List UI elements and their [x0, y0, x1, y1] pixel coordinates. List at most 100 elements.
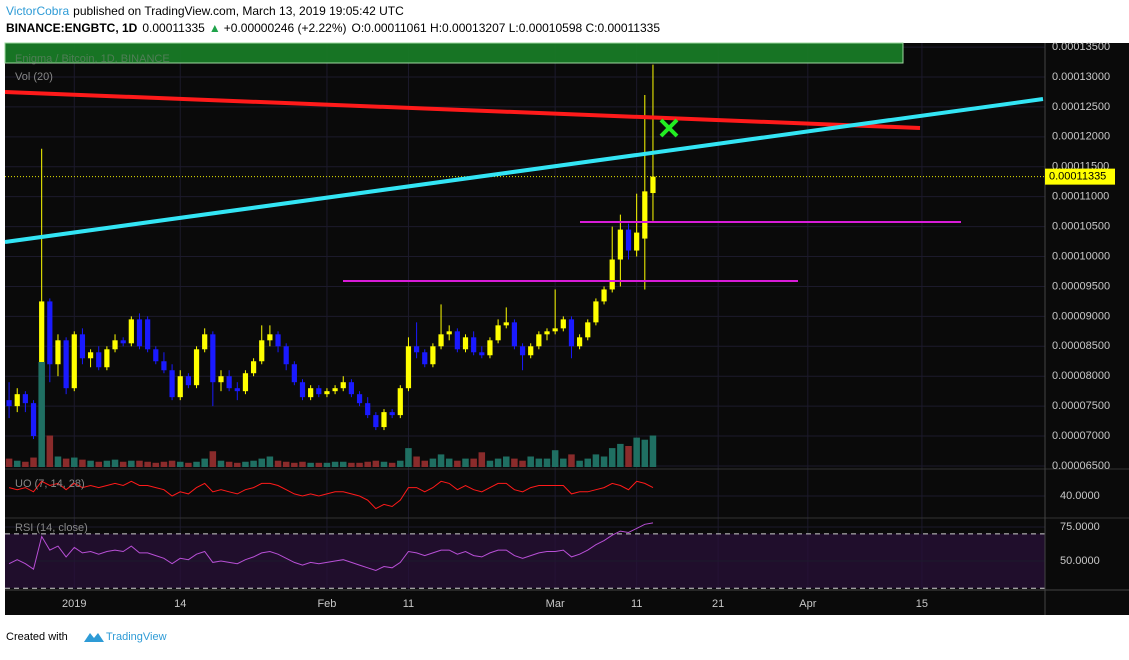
last: 0.00011335 [142, 21, 205, 35]
volume-bar [128, 460, 135, 467]
volume-bar [62, 458, 70, 467]
volume-bar [95, 461, 102, 467]
volume-bar [641, 439, 649, 467]
volume-bar [209, 451, 217, 467]
candle-body [275, 334, 281, 347]
footer-created: Created with [6, 631, 68, 643]
volume-bar [119, 461, 127, 467]
candle-body [356, 394, 363, 404]
candle-body [63, 340, 69, 389]
candle-body [430, 346, 436, 365]
volume-bar [176, 461, 184, 467]
candle-body [454, 331, 460, 350]
candle-body [79, 334, 86, 359]
volume-bar [22, 461, 29, 467]
pane-title: Vol (20) [15, 71, 53, 83]
candle-body [112, 340, 118, 350]
candle-body [503, 322, 509, 326]
x-tick-label: 15 [916, 598, 928, 610]
volume-bar [242, 461, 249, 467]
candle-body [71, 334, 77, 389]
volume-bar [470, 458, 477, 467]
pane-title: UO (7, 14, 28) [15, 478, 85, 490]
candle-body [283, 346, 289, 365]
volume-bar [5, 458, 13, 467]
volume-bar [568, 454, 575, 467]
change: +0.00000246 (+2.22%) [224, 21, 347, 35]
candle-body [617, 229, 623, 260]
volume-bar [152, 462, 160, 467]
candle-body [511, 322, 518, 347]
candle-body [6, 400, 12, 407]
author[interactable]: VictorCobra [6, 4, 69, 18]
candle-body [22, 394, 28, 404]
y-tick-label: 0.00007500 [1052, 400, 1110, 412]
footer-brand[interactable]: TradingView [106, 631, 167, 643]
volume-bar [356, 462, 363, 467]
pane-title: Enigma / Bitcoin, 1D, BINANCE [15, 53, 170, 65]
volume-bar [185, 462, 192, 467]
volume-bar [633, 437, 640, 467]
candle-body [405, 346, 412, 389]
candle-body [177, 376, 183, 398]
volume-bar [291, 462, 298, 467]
volume-bar [413, 456, 420, 467]
candle-body [438, 334, 444, 347]
volume-bar [234, 462, 241, 467]
volume-bar [478, 452, 486, 467]
volume-bar [494, 458, 502, 467]
volume-bar [462, 458, 469, 467]
volume-bar [307, 462, 314, 467]
y-tick-label: 0.00010000 [1052, 250, 1110, 262]
volume-bar [543, 458, 551, 467]
candle-body [381, 412, 387, 428]
candle-body [422, 352, 428, 365]
red-trendline [4, 90, 921, 130]
volume-bar [282, 461, 290, 467]
volume-bar [535, 458, 543, 467]
candle-body [161, 361, 167, 371]
candle-body [413, 346, 420, 353]
candle-body [585, 322, 591, 338]
candle-body [479, 352, 485, 356]
y-tick-label: 0.00008500 [1052, 340, 1110, 352]
up-arrow: ▲ [209, 21, 221, 35]
y-tick-label: 0.00011000 [1052, 191, 1109, 203]
volume-bar [201, 458, 208, 467]
volume-bar [502, 456, 510, 467]
x-tick-label: 11 [631, 598, 642, 610]
candle-body [30, 403, 37, 437]
volume-bar [315, 462, 323, 467]
candle-body [316, 388, 322, 395]
y-tick-label: 0.00013500 [1052, 41, 1110, 53]
candle-body [348, 382, 355, 395]
candle-body [153, 349, 159, 362]
candle-body [299, 382, 306, 398]
candle-body [210, 334, 216, 383]
volume-bar [608, 448, 616, 467]
candle-body [634, 232, 640, 251]
candle-body [324, 391, 330, 395]
volume-bar [592, 454, 600, 467]
candle-body [389, 412, 395, 416]
candle-body [250, 361, 257, 374]
labels: 2019 14 Feb 11 Mar 11 21 Apr 15 0.00013500 0.00013… [15, 41, 1115, 610]
volume-bar [445, 458, 453, 467]
volume-bar [625, 446, 632, 467]
y-tick-label: 40.0000 [1060, 490, 1100, 502]
tv-logo [84, 633, 104, 642]
x-marker [659, 118, 679, 138]
candle-body [193, 349, 200, 386]
candle-body [471, 337, 477, 353]
volume-bar [274, 460, 282, 467]
volume-bar [380, 461, 388, 467]
volume-bar [79, 459, 86, 467]
y-tick-label: 0.00012000 [1052, 131, 1110, 143]
volume-bar [87, 460, 94, 467]
candle-body [593, 301, 599, 323]
candle-body [560, 319, 566, 329]
volume-bar [217, 460, 225, 467]
candle-body [650, 176, 656, 194]
candle-body [202, 334, 208, 350]
symbol: BINANCE:ENGBTC, 1D [6, 21, 138, 35]
